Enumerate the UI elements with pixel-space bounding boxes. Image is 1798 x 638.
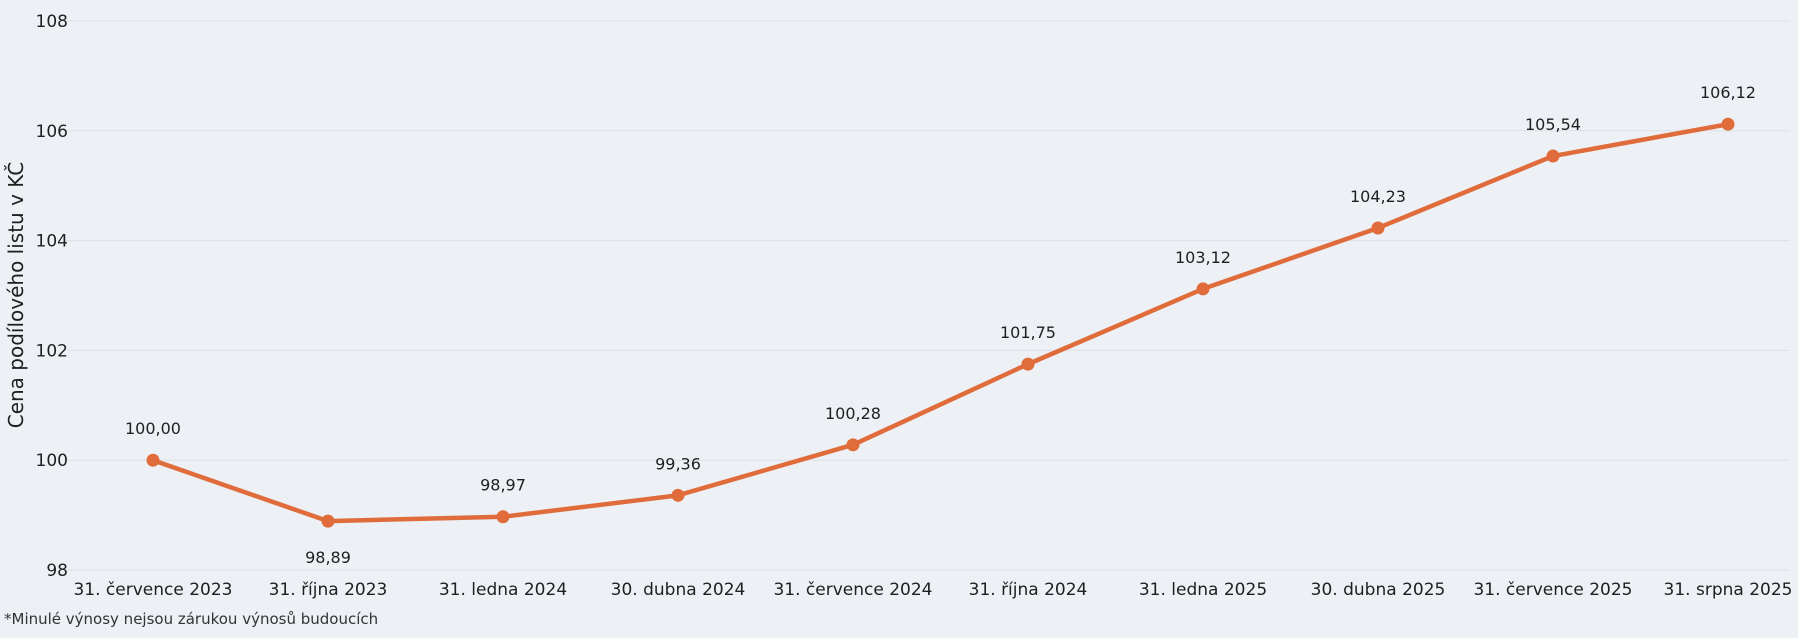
data-label: 98,97	[480, 476, 526, 495]
data-point	[321, 514, 335, 528]
data-label: 103,12	[1175, 248, 1231, 267]
x-tick-label: 30. dubna 2024	[611, 580, 746, 600]
data-point	[1196, 282, 1210, 296]
data-label: 98,89	[305, 548, 351, 567]
x-tick-label: 31. července 2024	[773, 580, 932, 600]
y-tick-label: 108	[36, 12, 68, 32]
x-tick-label: 31. ledna 2024	[439, 580, 567, 600]
data-label: 100,28	[825, 404, 881, 423]
x-tick-label: 31. července 2023	[73, 580, 232, 600]
data-point	[496, 510, 510, 524]
data-label: 105,54	[1525, 115, 1581, 134]
data-label: 104,23	[1350, 187, 1406, 206]
data-point	[1721, 117, 1735, 131]
data-label: 100,00	[125, 419, 181, 438]
data-point	[1546, 149, 1560, 163]
data-labels: 100,00 98,89 98,97 99,36 100,28 101,75 103,12 1…	[125, 83, 1756, 567]
y-tick-label: 106	[36, 122, 68, 142]
x-tick-label: 31. ledna 2025	[1139, 580, 1267, 600]
series-line	[150, 121, 1731, 524]
x-tick-label: 30. dubna 2025	[1311, 580, 1446, 600]
data-point	[146, 453, 160, 467]
y-axis-title: Cena podílového listu v KČ	[4, 162, 28, 429]
series	[146, 117, 1735, 528]
data-label: 106,12	[1700, 83, 1756, 102]
y-tick-label: 100	[36, 451, 68, 471]
data-point	[1021, 357, 1035, 371]
data-point	[846, 438, 860, 452]
data-point	[671, 488, 685, 502]
data-label: 99,36	[655, 454, 701, 473]
x-tick-label: 31. srpna 2025	[1664, 580, 1793, 600]
x-tick-label: 31. října 2024	[969, 580, 1088, 600]
y-tick-label: 104	[36, 232, 68, 252]
x-tick-label: 31. července 2025	[1473, 580, 1632, 600]
y-tick-label: 102	[36, 341, 68, 361]
data-label: 101,75	[1000, 323, 1056, 342]
x-axis-ticks: 31. července 2023 31. října 2023 31. ledna…	[73, 580, 1792, 600]
y-tick-label: 98	[46, 561, 68, 581]
y-axis-ticks: 98 100 102 104 106 108	[36, 12, 68, 581]
data-point	[1371, 221, 1385, 235]
x-tick-label: 31. října 2023	[269, 580, 388, 600]
grid-lines	[66, 20, 1790, 571]
footnote: *Minulé výnosy nejsou zárukou výnosů bud…	[4, 610, 379, 628]
